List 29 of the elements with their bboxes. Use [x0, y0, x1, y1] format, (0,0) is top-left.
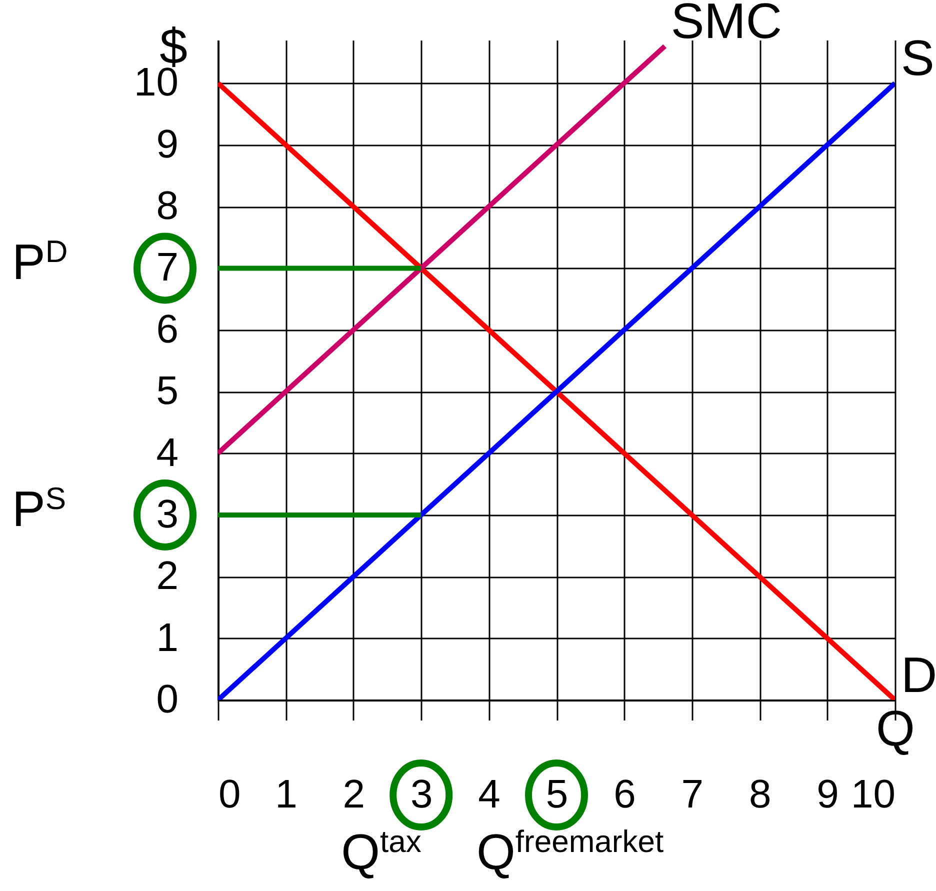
y-tick-label: 7 — [156, 246, 178, 290]
text: Q$^{tax}$ — [341, 824, 422, 880]
y-tick-label: 6 — [156, 307, 178, 352]
series-label: S — [901, 30, 934, 86]
x-tick-label: 5 — [546, 772, 568, 816]
x-tick-label: 1 — [275, 772, 298, 816]
x-tick-label: 0 — [218, 772, 241, 816]
y-tick-label: 2 — [156, 554, 178, 598]
x-tick-label: 3 — [410, 772, 433, 816]
x-tick-label: 10 — [851, 772, 896, 816]
y-tick-label: 3 — [156, 492, 178, 536]
y-tick-label: 0 — [156, 678, 178, 722]
y-tick-label: 1 — [156, 616, 178, 660]
x-axis-title: Q — [876, 700, 915, 756]
y-tick-label: 9 — [156, 122, 178, 166]
x-tick-label: 9 — [816, 772, 839, 816]
text: Q$^{freemarket}$ — [476, 824, 664, 880]
y-tick-label: 8 — [156, 184, 178, 228]
x-tick-label: 4 — [478, 772, 500, 816]
series-label: D — [901, 647, 936, 703]
x-tick-label: 7 — [681, 772, 704, 816]
y-tick-label: 5 — [156, 369, 178, 414]
text: P$^{D}$ — [12, 234, 68, 290]
text: P$^{S}$ — [12, 480, 66, 537]
x-tick-label: 6 — [614, 772, 636, 816]
x-tick-label: 8 — [748, 772, 772, 816]
x-tick-label: 2 — [342, 772, 366, 816]
y-tick-label: 4 — [156, 430, 178, 475]
series-label: SMC — [670, 0, 782, 50]
